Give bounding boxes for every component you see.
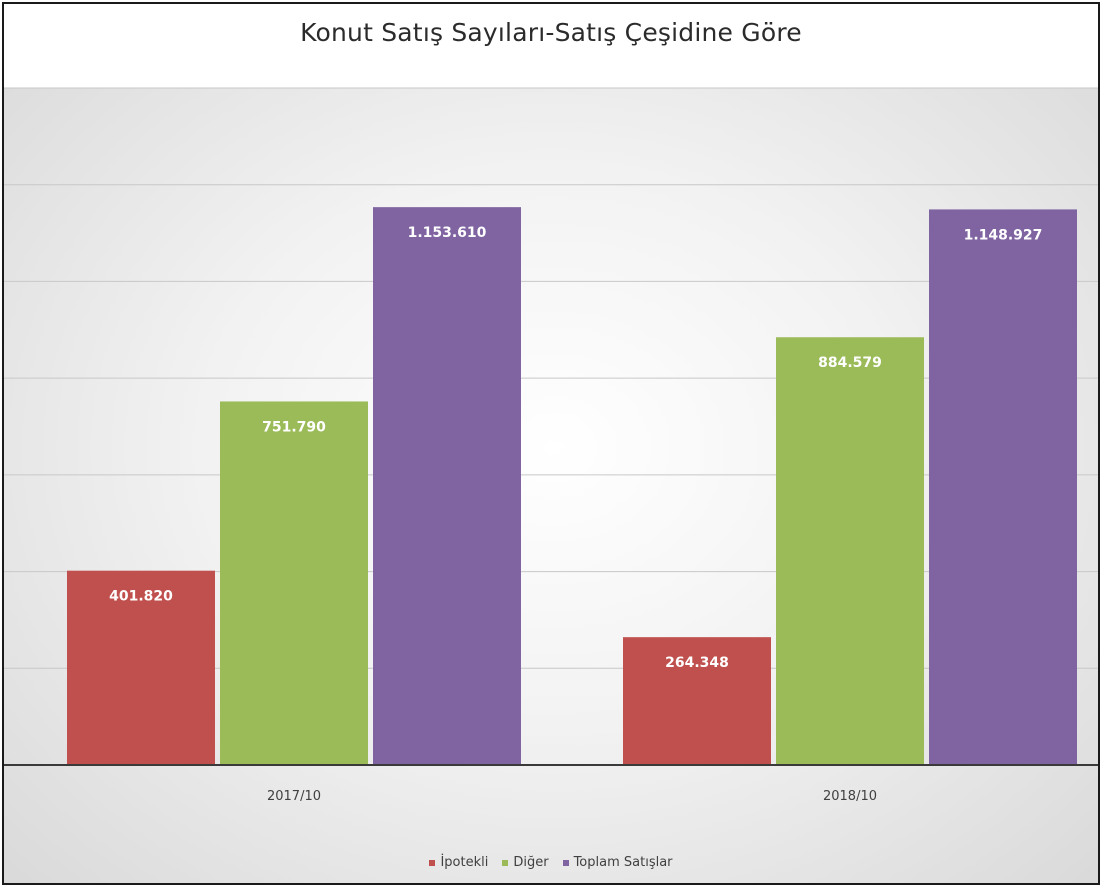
chart-legend: İpotekli Diğer Toplam Satışlar [4, 855, 1098, 870]
data-label-toplam-2017-10: 1.153.610 [408, 225, 487, 241]
legend-item-diger: Diğer [502, 855, 549, 870]
chart-title: Konut Satış Sayıları-Satış Çeşidine Göre [300, 18, 802, 47]
data-label-ipotekli-2018-10: 264.348 [665, 655, 729, 671]
legend-label-toplam: Toplam Satışlar [573, 855, 673, 870]
bar-diger-2018-10 [776, 337, 924, 765]
bar-toplam-2018-10 [929, 209, 1077, 765]
bar-ipotekli-2018-10 [623, 637, 771, 765]
bar-chart: 401.820 751.790 1.153.610 2017/10 264.348 884… [4, 87, 1098, 804]
x-tick-label: 2018/10 [823, 789, 877, 804]
data-label-ipotekli-2017-10: 401.820 [109, 589, 173, 605]
bar-toplam-2017-10 [373, 207, 521, 766]
legend-swatch-toplam [562, 859, 569, 866]
x-tick-label: 2017/10 [267, 789, 321, 804]
legend-item-toplam: Toplam Satışlar [562, 855, 673, 870]
bar-ipotekli-2017-10 [67, 570, 215, 765]
data-label-diger-2017-10: 751.790 [262, 419, 326, 435]
data-label-toplam-2018-10: 1.148.927 [964, 227, 1043, 243]
legend-label-ipotekli: İpotekli [440, 855, 489, 870]
bar-diger-2017-10 [220, 401, 368, 765]
data-label-diger-2018-10: 884.579 [818, 355, 882, 371]
legend-label-diger: Diğer [513, 855, 549, 870]
legend-swatch-ipotekli [429, 859, 436, 866]
legend-swatch-diger [502, 859, 509, 866]
legend-item-ipotekli: İpotekli [429, 855, 488, 870]
